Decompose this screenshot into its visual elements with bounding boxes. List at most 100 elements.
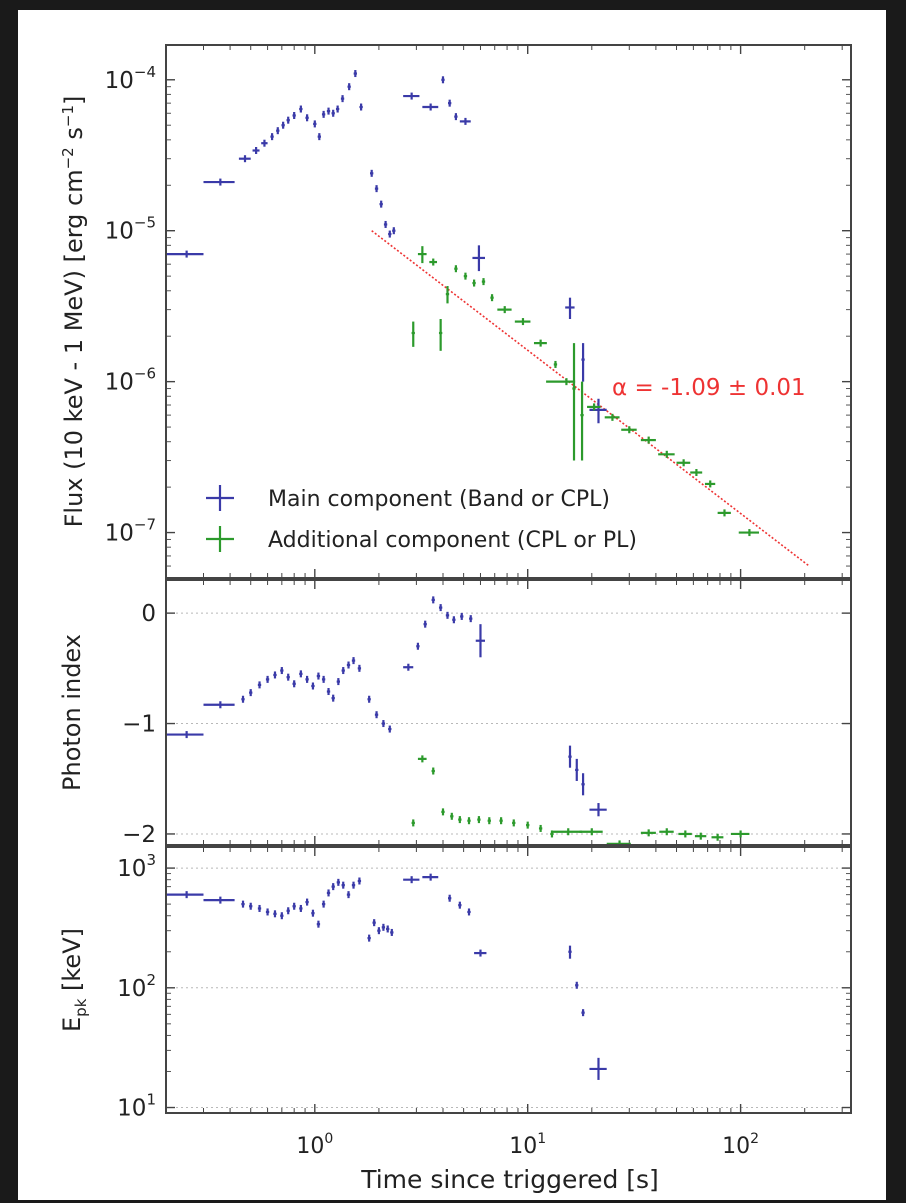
y-axis-label-flux: Flux (10 keV - 1 MeV) [erg cm−2 s−1] [59, 96, 88, 528]
data-point [292, 902, 296, 910]
data-point [347, 83, 351, 91]
data-point [512, 819, 516, 827]
panel-photon-index: 0 −1 −2 Photon index [58, 579, 852, 848]
data-point [581, 773, 585, 796]
data-point [459, 117, 471, 125]
data-point [403, 663, 414, 671]
label-part: pk [72, 998, 90, 1017]
label-part: −4 [134, 63, 156, 81]
data-point [717, 509, 731, 517]
data-point [452, 616, 456, 624]
data-point [326, 688, 331, 696]
series-main [166, 873, 607, 1080]
label-part: −2 [59, 147, 77, 169]
label-part: 10 [117, 1096, 146, 1122]
data-point [460, 612, 464, 620]
panel-flux: 10 −4 10−5 10−6 10−7 Flux (10 keV - 1 MeV) [e… [59, 44, 852, 579]
data-point [403, 876, 420, 884]
data-point [676, 459, 691, 467]
data-point [411, 819, 415, 827]
data-point [341, 667, 345, 675]
data-point [340, 95, 345, 103]
data-point [203, 178, 235, 186]
data-point [429, 258, 438, 266]
data-point [359, 103, 363, 111]
data-point [377, 927, 381, 935]
series-main [166, 596, 607, 817]
data-point [499, 817, 503, 825]
data-point [249, 689, 253, 697]
x-tick-label: 102 [722, 1131, 759, 1159]
data-point [341, 881, 345, 889]
data-point [422, 103, 439, 111]
data-point [441, 76, 445, 84]
y-tick-label: 101 [117, 1091, 156, 1122]
data-point [166, 731, 204, 739]
data-point [411, 321, 415, 347]
data-point [477, 816, 481, 824]
legend-label: Additional component (CPL or PL) [268, 528, 637, 553]
data-point [575, 981, 579, 989]
data-point [690, 469, 703, 477]
y-tick-label: 0 [141, 601, 156, 627]
data-point [311, 682, 315, 690]
data-point [587, 403, 601, 411]
data-point [388, 725, 392, 733]
label-part: 3 [146, 851, 156, 869]
y-tick-label: 10−6 [105, 365, 156, 396]
data-point [422, 873, 439, 881]
data-point [321, 900, 326, 908]
x-tick-label: 100 [296, 1131, 333, 1159]
data-point [640, 436, 656, 444]
data-point [553, 360, 558, 368]
label-part: 10 [105, 521, 134, 547]
label-part: −6 [134, 365, 156, 383]
label-part: 10 [509, 1134, 537, 1159]
data-point [475, 624, 485, 658]
data-point [658, 450, 675, 458]
data-point [331, 109, 335, 117]
data-point [445, 286, 450, 304]
data-point [694, 832, 707, 840]
data-point [335, 105, 340, 113]
data-point [321, 110, 326, 118]
data-point [621, 426, 637, 434]
data-point [241, 900, 245, 908]
data-point [313, 120, 317, 128]
data-point [370, 169, 374, 177]
axes-frame [165, 44, 852, 579]
label-part: 10 [117, 976, 146, 1002]
data-point [381, 923, 386, 931]
data-point [438, 604, 443, 612]
axes-frame [165, 579, 852, 846]
data-point [326, 889, 331, 897]
data-point [292, 680, 296, 688]
data-point [331, 883, 335, 891]
data-point [305, 114, 309, 122]
data-point [383, 220, 388, 228]
data-point [286, 673, 290, 681]
legend: Main component (Band or CPL) Additional c… [206, 485, 637, 553]
data-point [458, 901, 462, 909]
data-point [463, 272, 468, 280]
data-point [565, 297, 575, 320]
label-part: ] [60, 96, 88, 105]
data-point [257, 904, 262, 912]
label-part: 1 [537, 1131, 546, 1147]
y-tick-label: 10−5 [105, 214, 156, 245]
data-point [305, 675, 309, 683]
data-point [299, 670, 303, 678]
label-part: 10 [296, 1134, 324, 1159]
y-tick-label: 10−7 [105, 516, 156, 547]
series-additional [411, 755, 750, 848]
data-point [572, 343, 576, 461]
data-point [351, 657, 356, 665]
series-main [166, 70, 607, 424]
data-point [487, 817, 491, 825]
data-point [276, 127, 280, 135]
data-point [589, 803, 607, 817]
y-tick-label: −1 [122, 712, 156, 738]
axes-frame [165, 846, 852, 1114]
data-point [286, 907, 290, 915]
data-point [270, 133, 274, 141]
